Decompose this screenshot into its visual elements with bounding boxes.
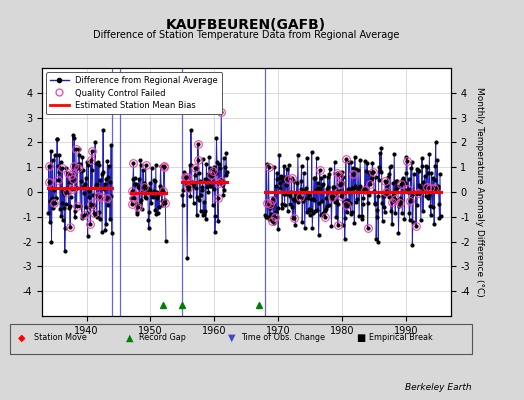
Text: Empirical Break: Empirical Break — [369, 334, 433, 342]
Text: Berkeley Earth: Berkeley Earth — [405, 383, 472, 392]
Y-axis label: Monthly Temperature Anomaly Difference (°C): Monthly Temperature Anomaly Difference (… — [475, 87, 484, 297]
Text: ■: ■ — [356, 333, 366, 343]
Text: Station Move: Station Move — [34, 334, 87, 342]
Text: KAUFBEUREN(GAFB): KAUFBEUREN(GAFB) — [166, 18, 326, 32]
Text: ◆: ◆ — [18, 333, 26, 343]
Text: Time of Obs. Change: Time of Obs. Change — [241, 334, 325, 342]
Text: ▼: ▼ — [228, 333, 235, 343]
Legend: Difference from Regional Average, Quality Control Failed, Estimated Station Mean: Difference from Regional Average, Qualit… — [46, 72, 222, 114]
Text: Record Gap: Record Gap — [139, 334, 185, 342]
Text: Difference of Station Temperature Data from Regional Average: Difference of Station Temperature Data f… — [93, 30, 399, 40]
Text: ▲: ▲ — [126, 333, 133, 343]
